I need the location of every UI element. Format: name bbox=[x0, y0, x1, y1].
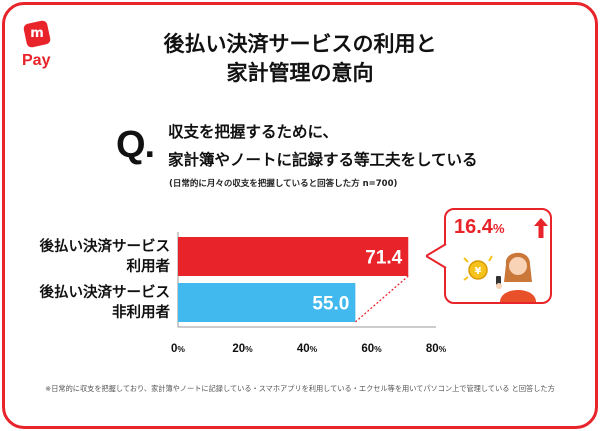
callout-bubble: 16.4% ¥ bbox=[444, 208, 552, 304]
x-tick-label: 40% bbox=[297, 343, 318, 355]
logo-text: Pay bbox=[22, 52, 51, 69]
value-label-nonusers: 55.0 bbox=[312, 294, 349, 315]
question-line-2: 家計簿やノートに記録する等工夫をしている bbox=[168, 151, 478, 169]
page-title: 後払い決済サービスの利用と 家計管理の意向 bbox=[120, 30, 480, 88]
callout-unit: % bbox=[492, 221, 505, 236]
category-label-users: 後払い決済サービス 利用者 bbox=[20, 237, 171, 277]
merpay-logo: m Pay bbox=[18, 19, 74, 78]
callout-number: 16.4 bbox=[454, 216, 493, 238]
x-tick-label: 60% bbox=[361, 343, 382, 355]
x-tick-label: 80% bbox=[426, 343, 447, 355]
title-line-2: 家計管理の意向 bbox=[226, 61, 374, 85]
callout-value: 16.4% bbox=[454, 216, 505, 239]
bar-users bbox=[178, 237, 409, 276]
value-label-users: 71.4 bbox=[365, 248, 402, 269]
woman-with-coin-and-phone-icon: ¥ bbox=[463, 252, 536, 302]
arrow-up-icon bbox=[534, 218, 548, 238]
category-label-users-line1: 後払い決済サービス bbox=[39, 238, 171, 255]
bar-nonusers bbox=[178, 283, 356, 322]
category-label-nonusers-line1: 後払い決済サービス bbox=[39, 284, 171, 301]
sample-note: (日常的に月々の収支を把握していると回答した方 n=700) bbox=[169, 179, 398, 189]
svg-text:¥: ¥ bbox=[475, 266, 482, 277]
footnote: ※日常的に収支を把握しており、家計簿やノートに記録している・スマホアプリを利用し… bbox=[45, 384, 555, 393]
question-text: 収支を把握するために、 家計簿やノートに記録する等工夫をしている bbox=[168, 118, 478, 174]
category-label-users-line2: 利用者 bbox=[126, 258, 171, 275]
question-mark: Q. bbox=[116, 124, 155, 166]
category-label-nonusers-line2: 非利用者 bbox=[112, 304, 170, 321]
question-line-1: 収支を把握するために、 bbox=[168, 123, 339, 141]
category-label-nonusers: 後払い決済サービス 非利用者 bbox=[20, 283, 171, 323]
x-tick-label: 0% bbox=[171, 343, 185, 355]
callout-pointer bbox=[426, 244, 447, 268]
difference-connector bbox=[354, 275, 409, 323]
title-line-1: 後払い決済サービスの利用と bbox=[163, 32, 437, 56]
x-tick-label: 20% bbox=[232, 343, 253, 355]
